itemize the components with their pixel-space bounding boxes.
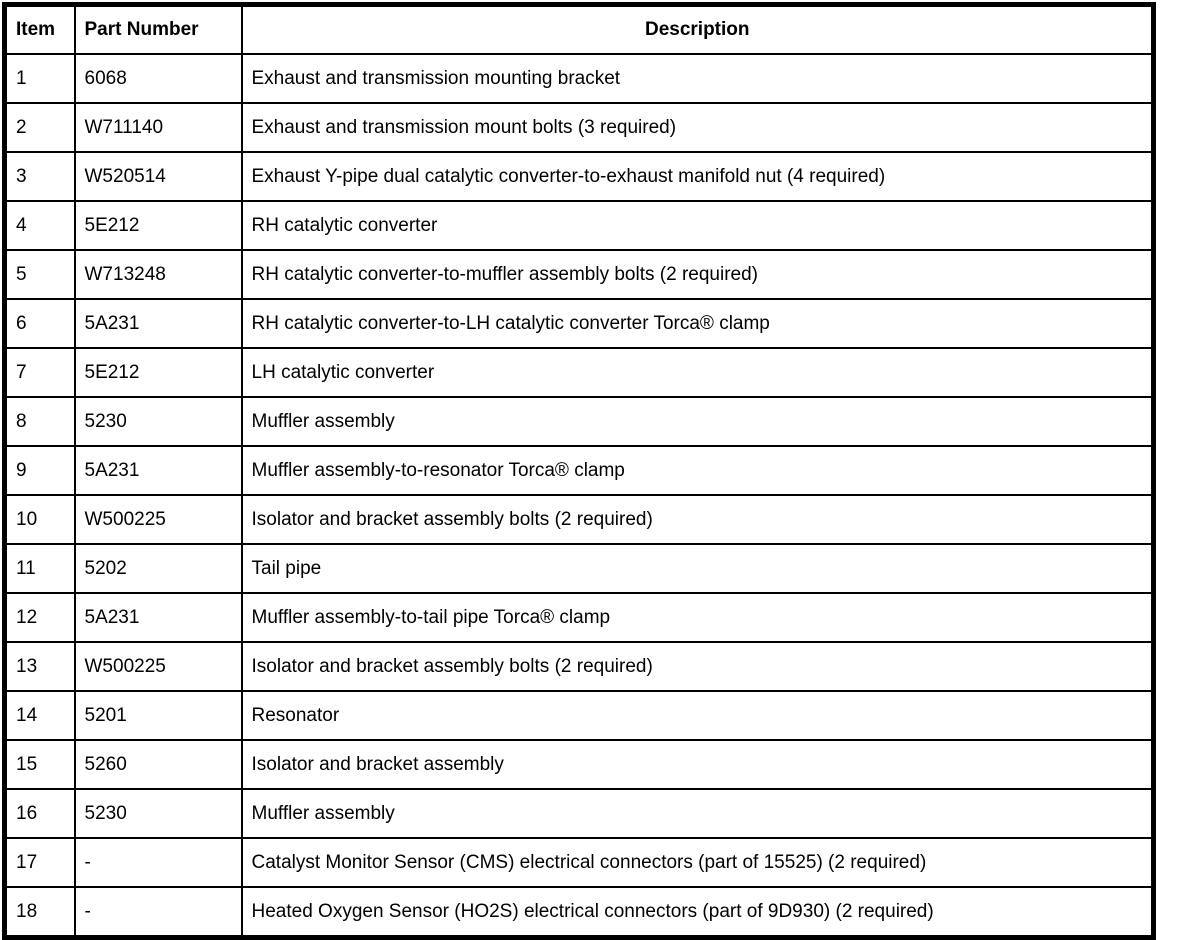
table-row: 10 W500225 Isolator and bracket assembly b… [2, 494, 1156, 545]
table-row: 3 W520514 Exhaust Y-pipe dual catalytic co… [2, 151, 1156, 202]
cell-item: 6 [2, 298, 76, 349]
exhaust-parts-table: Item Part Number Description 1 6068 Exhaus… [2, 2, 1156, 940]
table-row: 14 5201 Resonator [2, 690, 1156, 741]
cell-item: 5 [2, 249, 76, 300]
cell-part_number: 5230 [73, 788, 243, 839]
cell-part_number: 5260 [73, 739, 243, 790]
cell-part_number: 5A231 [73, 298, 243, 349]
cell-description: Resonator [240, 690, 1156, 741]
cell-part_number: 5A231 [73, 592, 243, 643]
cell-item: 14 [2, 690, 76, 741]
cell-item: 8 [2, 396, 76, 447]
cell-part_number: W520514 [73, 151, 243, 202]
cell-description: Tail pipe [240, 543, 1156, 594]
cell-description: Exhaust and transmission mount bolts (3 … [240, 102, 1156, 153]
cell-description: LH catalytic converter [240, 347, 1156, 398]
cell-item: 18 [2, 886, 76, 940]
cell-description: Muffler assembly-to-resonator Torca® cla… [240, 445, 1156, 496]
cell-item: 9 [2, 445, 76, 496]
column-header-item: Item [2, 2, 76, 55]
column-header-description: Description [240, 2, 1156, 55]
cell-item: 10 [2, 494, 76, 545]
parts-table-body: 1 6068 Exhaust and transmission mounting b… [2, 53, 1156, 940]
cell-part_number: 5E212 [73, 200, 243, 251]
table-row: 17- Catalyst Monitor Sensor (CMS) electri… [2, 837, 1156, 888]
table-row: 6 5A231 RH catalytic converter-to-LH catal… [2, 298, 1156, 349]
cell-description: RH catalytic converter [240, 200, 1156, 251]
cell-description: Exhaust Y-pipe dual catalytic converter-… [240, 151, 1156, 202]
cell-part_number: W713248 [73, 249, 243, 300]
cell-part_number: 5202 [73, 543, 243, 594]
header-row: Item Part Number Description [2, 2, 1156, 55]
table-row: 4 5E212 RH catalytic converter [2, 200, 1156, 251]
cell-part_number: W500225 [73, 641, 243, 692]
cell-item: 16 [2, 788, 76, 839]
cell-part_number: W711140 [73, 102, 243, 153]
cell-item: 12 [2, 592, 76, 643]
table-row: 8 5230 Muffler assembly [2, 396, 1156, 447]
cell-item: 11 [2, 543, 76, 594]
column-header-part-number: Part Number [73, 2, 243, 55]
cell-part_number: - [73, 837, 243, 888]
cell-part_number: 5E212 [73, 347, 243, 398]
cell-description: RH catalytic converter-to-muffler assemb… [240, 249, 1156, 300]
cell-description: Exhaust and transmission mounting bracke… [240, 53, 1156, 104]
table-row: 7 5E212 LH catalytic converter [2, 347, 1156, 398]
cell-item: 2 [2, 102, 76, 153]
table-row: 18- Heated Oxygen Sensor (HO2S) electrica… [2, 886, 1156, 940]
table-row: 15 5260 Isolator and bracket assembly [2, 739, 1156, 790]
cell-description: Heated Oxygen Sensor (HO2S) electrical c… [240, 886, 1156, 940]
cell-item: 17 [2, 837, 76, 888]
table-row: 16 5230 Muffler assembly [2, 788, 1156, 839]
cell-description: RH catalytic converter-to-LH catalytic c… [240, 298, 1156, 349]
cell-item: 3 [2, 151, 76, 202]
cell-item: 13 [2, 641, 76, 692]
table-row: 1 6068 Exhaust and transmission mounting b… [2, 53, 1156, 104]
cell-description: Isolator and bracket assembly [240, 739, 1156, 790]
table-row: 13 W500225 Isolator and bracket assembly b… [2, 641, 1156, 692]
cell-description: Isolator and bracket assembly bolts (2 r… [240, 494, 1156, 545]
cell-part_number: 6068 [73, 53, 243, 104]
cell-part_number: 5A231 [73, 445, 243, 496]
table-row: 5 W713248 RH catalytic converter-to-muffle… [2, 249, 1156, 300]
cell-part_number: W500225 [73, 494, 243, 545]
table-row: 11 5202 Tail pipe [2, 543, 1156, 594]
cell-description: Muffler assembly [240, 396, 1156, 447]
cell-item: 4 [2, 200, 76, 251]
cell-description: Catalyst Monitor Sensor (CMS) electrical… [240, 837, 1156, 888]
cell-part_number: 5230 [73, 396, 243, 447]
cell-part_number: 5201 [73, 690, 243, 741]
cell-item: 15 [2, 739, 76, 790]
cell-description: Muffler assembly-to-tail pipe Torca® cla… [240, 592, 1156, 643]
table-row: 2 W711140 Exhaust and transmission mount b… [2, 102, 1156, 153]
cell-item: 7 [2, 347, 76, 398]
cell-description: Isolator and bracket assembly bolts (2 r… [240, 641, 1156, 692]
cell-description: Muffler assembly [240, 788, 1156, 839]
table-row: 12 5A231 Muffler assembly-to-tail pipe Tor… [2, 592, 1156, 643]
cell-item: 1 [2, 53, 76, 104]
table-row: 9 5A231 Muffler assembly-to-resonator Torc… [2, 445, 1156, 496]
cell-part_number: - [73, 886, 243, 940]
